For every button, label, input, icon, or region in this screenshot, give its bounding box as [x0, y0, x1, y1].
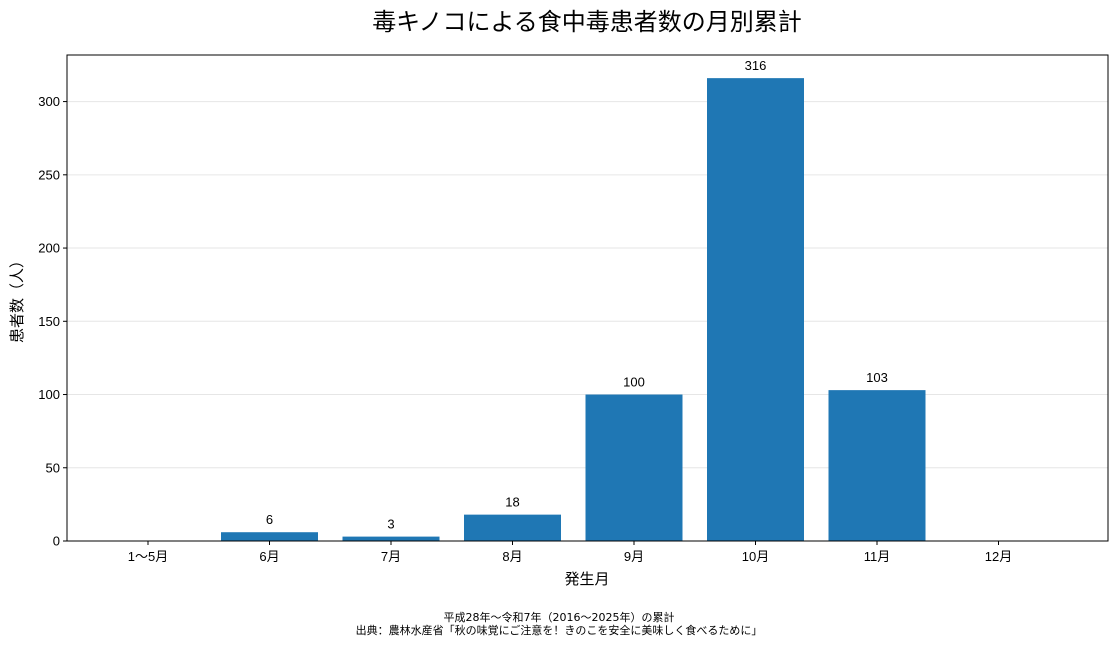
- data-label: 18: [505, 495, 519, 510]
- y-tick-label: 250: [38, 167, 60, 182]
- data-label: 316: [745, 58, 767, 73]
- x-axis-label: 発生月: [564, 570, 609, 588]
- y-tick-label: 150: [38, 314, 60, 329]
- y-tick-label: 300: [38, 94, 60, 109]
- chart-title: 毒キノコによる食中毒患者数の月別累計: [372, 8, 802, 36]
- x-tick-label: 7月: [381, 549, 401, 564]
- plot-frame: [66, 54, 1109, 542]
- x-axis: 1〜5月 6月 7月 8月 9月 10月 11月 12月: [128, 541, 1012, 564]
- bar: [828, 390, 926, 541]
- x-tick-label: 11月: [864, 549, 891, 564]
- data-label: 6: [266, 512, 273, 527]
- y-axis-label: 患者数（人）: [8, 253, 26, 343]
- footnote-period: 平成28年〜令和7年（2016〜2025年）の累計: [443, 611, 675, 624]
- y-axis: 0 50 100 150 200 250 300: [38, 94, 67, 549]
- x-tick-label: 8月: [502, 549, 522, 564]
- y-tick-label: 200: [38, 241, 60, 256]
- data-label: 103: [866, 370, 888, 385]
- bars: [221, 78, 926, 542]
- bar: [585, 394, 683, 541]
- y-tick-label: 50: [46, 460, 60, 475]
- y-tick-label: 100: [38, 387, 60, 402]
- data-label: 3: [387, 517, 394, 532]
- x-tick-label: 10月: [742, 549, 769, 564]
- bar: [464, 514, 561, 541]
- footnote-source: 出典：農林水産省「秋の味覚にご注意を！きのこを安全に美味しく食べるために」: [355, 624, 763, 637]
- bar: [342, 536, 440, 541]
- x-tick-label: 6月: [259, 549, 279, 564]
- x-tick-label: 12月: [985, 549, 1012, 564]
- bar: [221, 532, 318, 541]
- x-tick-label: 9月: [624, 549, 644, 564]
- bar: [707, 78, 804, 542]
- data-labels: 6 3 18 100 316 103: [266, 58, 888, 531]
- x-tick-label: 1〜5月: [128, 549, 168, 564]
- y-tick-label: 0: [53, 534, 60, 549]
- data-label: 100: [623, 375, 645, 390]
